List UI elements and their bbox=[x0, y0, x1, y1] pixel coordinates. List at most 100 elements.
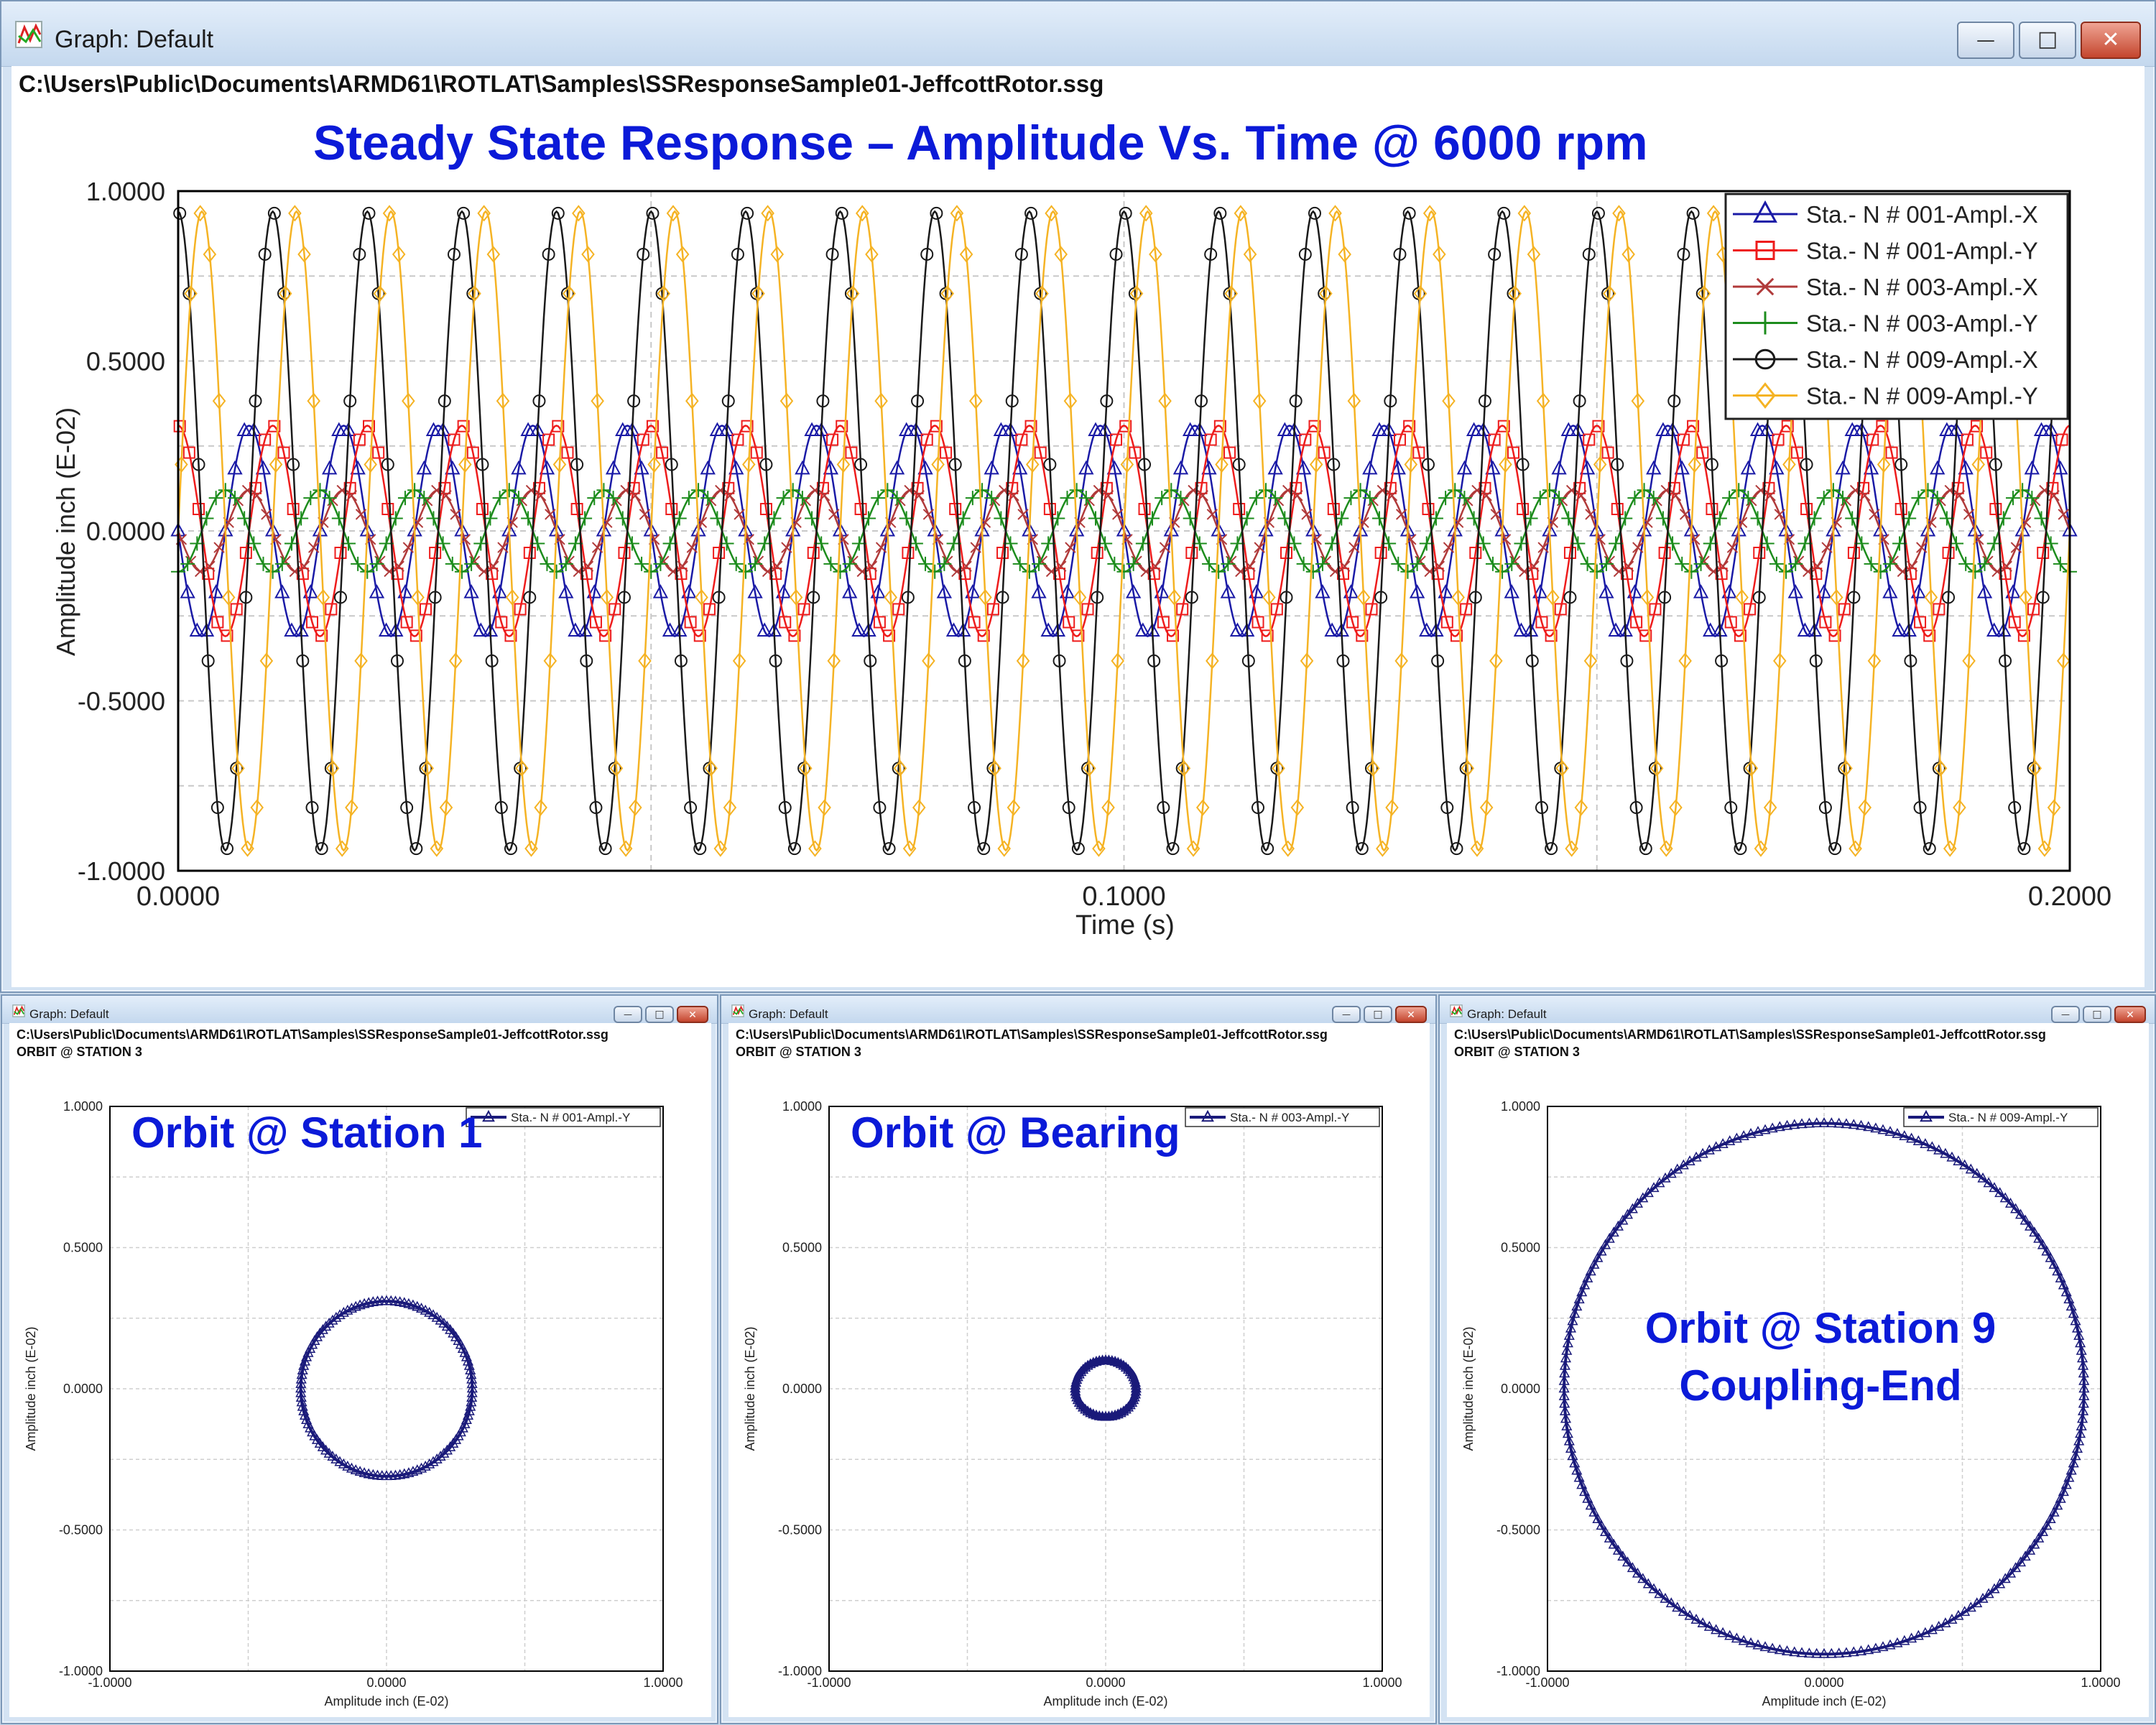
data-point-marker bbox=[1655, 422, 1671, 437]
data-point-marker bbox=[491, 584, 508, 598]
close-button[interactable]: ✕ bbox=[2114, 1006, 2146, 1023]
data-point-marker bbox=[210, 801, 224, 815]
y-tick-label: 1.0000 bbox=[86, 177, 165, 206]
series-line bbox=[177, 425, 2071, 637]
data-point-marker bbox=[1910, 584, 1927, 598]
maximize-button[interactable]: □ bbox=[1364, 1006, 1392, 1023]
data-point-marker bbox=[2055, 1272, 2066, 1282]
data-point-marker bbox=[920, 433, 933, 446]
data-point-marker bbox=[627, 394, 641, 408]
data-point-marker bbox=[298, 560, 310, 572]
legend-item: Sta.- N # 009-Ampl.-X bbox=[1733, 346, 2038, 373]
data-point-marker bbox=[1788, 556, 1803, 571]
data-point-marker bbox=[1073, 588, 1087, 606]
data-point-marker bbox=[1731, 1132, 1742, 1143]
data-point-marker bbox=[1849, 840, 1862, 857]
data-point-marker bbox=[1687, 420, 1700, 433]
data-point-marker bbox=[1270, 603, 1283, 616]
data-point-marker bbox=[201, 654, 215, 667]
data-point-marker bbox=[795, 491, 810, 506]
data-point-marker bbox=[1016, 652, 1030, 670]
data-point-marker bbox=[637, 433, 649, 446]
data-point-marker bbox=[1629, 801, 1643, 815]
orbit-title-bar[interactable]: Graph: Default — □ ✕ bbox=[721, 996, 1435, 1024]
data-point-marker bbox=[1080, 1403, 1091, 1414]
data-point-marker bbox=[1195, 799, 1210, 816]
data-point-marker bbox=[1892, 1127, 1903, 1138]
minimize-button[interactable]: — bbox=[614, 1006, 642, 1023]
legend-label: Sta.- N # 009-Ampl.-Y bbox=[1948, 1111, 2068, 1124]
data-point-marker bbox=[296, 1396, 307, 1407]
data-point-marker bbox=[1254, 542, 1265, 553]
data-point-marker bbox=[1173, 491, 1188, 506]
maximize-button[interactable]: □ bbox=[2019, 22, 2076, 59]
data-point-marker bbox=[445, 1323, 456, 1334]
data-point-marker bbox=[1658, 546, 1671, 559]
data-point-marker bbox=[390, 654, 404, 667]
data-point-marker bbox=[1120, 455, 1134, 473]
data-point-marker bbox=[686, 542, 698, 553]
data-point-marker bbox=[1478, 394, 1491, 408]
data-point-marker bbox=[1166, 842, 1180, 856]
data-point-marker bbox=[295, 1373, 307, 1384]
data-point-marker bbox=[988, 759, 1001, 777]
orbit-title-bar[interactable]: Graph: Default — □ ✕ bbox=[1440, 996, 2155, 1024]
data-point-marker bbox=[1024, 206, 1038, 220]
data-point-marker bbox=[454, 564, 469, 579]
data-point-marker bbox=[1912, 1135, 1924, 1146]
close-button[interactable]: ✕ bbox=[677, 1006, 708, 1023]
data-point-marker bbox=[1787, 584, 1803, 598]
orbit-title-bar[interactable]: Graph: Default — □ ✕ bbox=[2, 996, 717, 1024]
minimize-button[interactable]: — bbox=[1957, 22, 2014, 59]
data-point-marker bbox=[1034, 446, 1047, 459]
data-point-marker bbox=[1779, 564, 1794, 579]
data-point-marker bbox=[1513, 622, 1530, 637]
data-point-marker bbox=[1154, 584, 1170, 598]
data-point-marker bbox=[1244, 560, 1256, 572]
data-point-marker bbox=[1678, 1159, 1689, 1170]
data-point-marker bbox=[1912, 1629, 1924, 1640]
data-point-marker bbox=[582, 560, 594, 572]
data-point-marker bbox=[1803, 1647, 1815, 1658]
data-point-marker bbox=[1899, 1634, 1910, 1645]
data-point-marker bbox=[1186, 840, 1200, 857]
data-point-marker bbox=[1800, 503, 1813, 516]
data-point-marker bbox=[1573, 394, 1586, 408]
data-point-marker bbox=[1593, 455, 1607, 473]
data-point-marker bbox=[364, 455, 377, 473]
data-point-marker bbox=[1110, 433, 1123, 446]
minimize-button[interactable]: — bbox=[1332, 1006, 1361, 1023]
minimize-button[interactable]: — bbox=[2051, 1006, 2080, 1023]
close-button[interactable]: ✕ bbox=[1395, 1006, 1427, 1023]
maximize-button[interactable]: □ bbox=[645, 1006, 674, 1023]
data-point-marker bbox=[473, 622, 489, 637]
data-point-marker bbox=[1155, 491, 1170, 506]
data-point-marker bbox=[2065, 1300, 2077, 1311]
data-point-marker bbox=[1836, 491, 1851, 506]
data-point-marker bbox=[874, 392, 888, 410]
data-point-marker bbox=[1535, 801, 1548, 815]
data-point-marker bbox=[1393, 433, 1406, 446]
data-point-marker bbox=[1848, 1646, 1859, 1657]
maximize-button[interactable]: □ bbox=[2083, 1006, 2111, 1023]
orbit-window-3: Graph: Default — □ ✕ C:\Users\Public\Doc… bbox=[1438, 994, 2156, 1724]
data-point-marker bbox=[950, 205, 964, 222]
data-point-marker bbox=[911, 394, 925, 408]
main-title-bar[interactable]: Graph: Default — □ ✕ bbox=[1, 1, 2155, 67]
data-point-marker bbox=[1112, 1408, 1124, 1419]
data-point-marker bbox=[1400, 564, 1415, 579]
data-point-marker bbox=[514, 603, 527, 616]
data-point-marker bbox=[1923, 842, 1936, 856]
data-point-marker bbox=[520, 422, 536, 437]
data-point-marker bbox=[2075, 1428, 2086, 1438]
data-point-marker bbox=[1870, 1642, 1882, 1653]
data-point-marker bbox=[1839, 759, 1853, 777]
data-point-marker bbox=[1327, 503, 1340, 516]
data-point-marker bbox=[2068, 1457, 2079, 1468]
data-point-marker bbox=[1070, 1382, 1081, 1393]
data-point-marker bbox=[2070, 1315, 2081, 1326]
close-button[interactable]: ✕ bbox=[2081, 22, 2141, 59]
data-point-marker bbox=[1280, 591, 1293, 604]
data-point-marker bbox=[397, 584, 413, 598]
data-point-marker bbox=[1621, 1556, 1634, 1567]
